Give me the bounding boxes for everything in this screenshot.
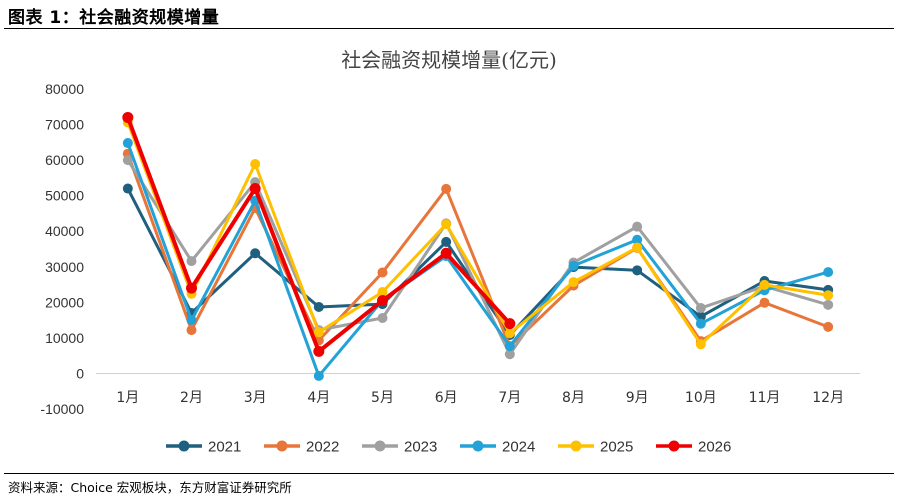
legend-label: 2023	[404, 439, 437, 456]
x-tick-label: 6月	[435, 390, 458, 406]
data-point	[441, 236, 452, 247]
legend-label: 2024	[502, 439, 535, 456]
data-point	[632, 234, 643, 245]
series-line	[126, 121, 829, 346]
x-tick-label: 4月	[307, 390, 330, 406]
y-tick-label: 50000	[45, 188, 84, 204]
data-point	[122, 155, 133, 166]
data-point	[313, 327, 324, 338]
y-tick-label: 30000	[45, 259, 84, 275]
x-tick-label: 7月	[498, 390, 521, 406]
data-point	[186, 256, 197, 267]
legend-swatch-marker	[570, 440, 582, 452]
y-axis: -10000 0 10000 20000 30000 40000 50000 60000 700…	[40, 81, 84, 417]
y-tick-label: 40000	[45, 223, 84, 239]
data-point	[823, 299, 834, 310]
data-point	[568, 277, 579, 288]
chart-title: 社会融资规模增量(亿元)	[341, 48, 557, 72]
x-tick-label: 8月	[562, 390, 585, 406]
data-point	[823, 290, 834, 301]
data-point	[568, 260, 579, 271]
series-line	[126, 153, 829, 348]
legend-label: 2021	[208, 439, 241, 456]
data-point	[823, 267, 834, 278]
legend-label: 2026	[698, 439, 731, 456]
source-note: 资料来源：Choice 宏观板块，东方财富证券研究所	[8, 480, 292, 495]
legend-item-2026: 2026	[656, 439, 731, 456]
data-point	[186, 282, 197, 294]
data-point	[695, 303, 706, 314]
data-point	[377, 287, 388, 298]
data-point	[632, 265, 643, 276]
x-tick-label: 9月	[626, 390, 649, 406]
data-point	[632, 221, 643, 232]
x-tick-label: 10月	[685, 390, 717, 406]
legend-item-2023: 2023	[362, 439, 437, 456]
legend-label: 2025	[600, 439, 633, 456]
y-tick-label: 80000	[45, 81, 84, 97]
line-chart: 社会融资规模增量(亿元) -10000 0 10000 20000 30000 40000…	[40, 48, 860, 456]
data-point	[759, 297, 770, 308]
data-point	[759, 279, 770, 290]
y-tick-label: 60000	[45, 152, 84, 168]
data-point	[186, 325, 197, 336]
data-point	[250, 159, 261, 170]
figure-title: 图表 1：社会融资规模增量	[8, 8, 220, 28]
data-point	[250, 248, 261, 259]
data-point	[632, 242, 643, 253]
x-tick-label: 3月	[244, 390, 267, 406]
data-point	[122, 111, 134, 123]
series-2026	[122, 111, 516, 357]
y-tick-label: 10000	[45, 330, 84, 346]
x-tick-label: 5月	[371, 390, 394, 406]
footer-divider	[4, 473, 894, 474]
data-point	[695, 318, 706, 329]
y-tick-label: 20000	[45, 294, 84, 310]
legend-swatch-marker	[374, 440, 386, 452]
legend-label: 2022	[306, 439, 339, 456]
legend-swatch-marker	[472, 440, 484, 452]
series-layer	[122, 111, 834, 381]
data-point	[186, 315, 197, 326]
x-tick-label: 11月	[749, 390, 781, 406]
legend-swatch-marker	[178, 440, 190, 452]
data-point	[504, 349, 515, 360]
data-point	[823, 321, 834, 332]
data-point	[377, 312, 388, 323]
data-point	[377, 267, 388, 278]
data-point	[504, 328, 515, 339]
data-point	[441, 219, 452, 230]
data-point	[377, 295, 388, 307]
data-point	[504, 341, 515, 352]
data-point	[504, 318, 516, 330]
data-point	[441, 183, 452, 194]
legend-swatch-marker	[276, 440, 288, 452]
x-tick-label: 2月	[180, 390, 203, 406]
series-2021	[122, 183, 834, 341]
data-point	[313, 370, 324, 381]
legend: 2021 2022 2023 2024 2025 2026	[166, 439, 731, 456]
y-tick-label: 70000	[45, 117, 84, 133]
y-tick-label: 0	[76, 365, 84, 381]
data-point	[440, 247, 452, 259]
data-point	[313, 301, 324, 312]
series-2024	[122, 138, 834, 381]
legend-item-2024: 2024	[460, 439, 535, 456]
legend-item-2025: 2025	[558, 439, 633, 456]
y-tick-label: -10000	[40, 401, 84, 417]
data-point	[122, 138, 133, 149]
legend-item-2021: 2021	[166, 439, 241, 456]
header-divider	[4, 28, 894, 29]
series-2025	[122, 117, 834, 350]
series-line	[126, 142, 829, 378]
data-point	[249, 183, 261, 195]
legend-item-2022: 2022	[264, 439, 339, 456]
x-tick-label: 1月	[116, 390, 139, 406]
x-axis: 1月 2月 3月 4月 5月 6月 7月 8月 9月 10月 11月 12月	[96, 372, 860, 406]
data-point	[122, 183, 133, 194]
data-point	[695, 339, 706, 350]
legend-swatch-marker	[668, 440, 680, 452]
data-point	[313, 345, 325, 357]
x-tick-label: 12月	[812, 390, 844, 406]
